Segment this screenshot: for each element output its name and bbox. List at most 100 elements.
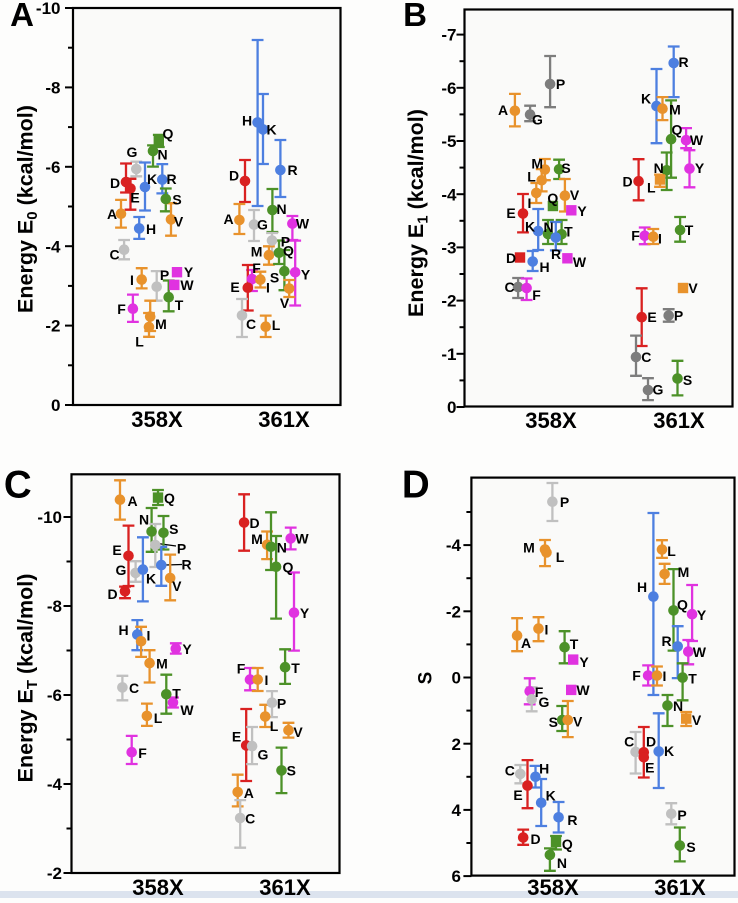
svg-text:A: A	[244, 785, 254, 801]
svg-text:D: D	[249, 515, 259, 531]
svg-text:I: I	[147, 628, 151, 644]
svg-text:K: K	[266, 122, 276, 138]
svg-text:L: L	[135, 334, 144, 350]
svg-text:S: S	[416, 672, 437, 685]
svg-text:E: E	[513, 787, 522, 803]
svg-text:361X: 361X	[258, 407, 310, 432]
svg-text:V: V	[280, 295, 290, 311]
svg-text:K: K	[664, 743, 674, 759]
svg-text:Energy E0 (kcal/mol): Energy E0 (kcal/mol)	[14, 105, 42, 313]
svg-text:F: F	[632, 668, 641, 684]
svg-text:F: F	[535, 684, 544, 700]
svg-text:S: S	[561, 160, 570, 176]
svg-text:-2: -2	[47, 864, 62, 883]
svg-text:W: W	[180, 277, 194, 293]
svg-text:0: 0	[51, 396, 60, 415]
svg-text:M: M	[155, 316, 167, 332]
svg-text:M: M	[678, 564, 690, 580]
svg-text:N: N	[139, 512, 149, 528]
svg-text:F: F	[532, 287, 541, 303]
svg-text:C: C	[504, 279, 514, 295]
svg-text:Q: Q	[562, 836, 573, 852]
svg-text:T: T	[570, 636, 579, 652]
svg-text:P: P	[560, 494, 569, 510]
svg-text:-10: -10	[37, 508, 62, 527]
svg-text:-8: -8	[45, 79, 60, 98]
svg-text:Q: Q	[672, 122, 683, 138]
svg-text:F: F	[138, 745, 147, 761]
svg-text:G: G	[116, 562, 127, 578]
svg-text:S: S	[686, 839, 695, 855]
svg-text:Y: Y	[182, 641, 192, 657]
svg-text:C: C	[624, 734, 634, 750]
svg-text:Q: Q	[163, 126, 174, 142]
svg-text:R: R	[661, 633, 671, 649]
svg-text:D: D	[506, 250, 516, 266]
svg-text:I: I	[545, 622, 549, 638]
svg-text:C: C	[246, 316, 256, 332]
svg-text:L: L	[527, 169, 536, 185]
svg-text:M: M	[251, 244, 263, 260]
svg-text:4: 4	[452, 801, 462, 820]
svg-text:2: 2	[452, 735, 461, 754]
svg-text:0: 0	[447, 398, 456, 417]
svg-text:N: N	[277, 540, 287, 556]
svg-text:C: C	[4, 464, 32, 507]
svg-text:K: K	[147, 171, 157, 187]
svg-text:Q: Q	[283, 559, 294, 575]
svg-text:K: K	[641, 91, 651, 107]
svg-text:V: V	[172, 578, 182, 594]
svg-text:-4: -4	[446, 536, 462, 555]
svg-text:Q: Q	[283, 242, 294, 258]
svg-text:S: S	[549, 714, 558, 730]
svg-text:-6: -6	[45, 158, 60, 177]
svg-text:N: N	[654, 160, 664, 176]
svg-text:R: R	[678, 54, 688, 70]
svg-text:Q: Q	[677, 597, 688, 613]
svg-text:Energy E1 (kcal/mol): Energy E1 (kcal/mol)	[404, 109, 432, 317]
svg-text:D: D	[646, 733, 656, 749]
svg-text:T: T	[564, 224, 573, 240]
svg-text:358X: 358X	[132, 875, 184, 898]
svg-text:C: C	[505, 763, 515, 779]
svg-text:-8: -8	[47, 597, 62, 616]
svg-text:-6: -6	[441, 79, 456, 98]
svg-text:G: G	[653, 382, 664, 398]
svg-text:C: C	[641, 349, 651, 365]
svg-text:V: V	[573, 714, 583, 730]
svg-text:R: R	[551, 246, 561, 262]
svg-text:L: L	[154, 710, 163, 726]
svg-text:361X: 361X	[653, 408, 705, 433]
svg-text:A: A	[521, 635, 531, 651]
svg-text:G: G	[127, 144, 138, 160]
svg-text:P: P	[556, 76, 565, 92]
svg-text:D: D	[622, 174, 632, 190]
svg-text:S: S	[683, 372, 692, 388]
svg-text:B: B	[403, 0, 427, 33]
svg-text:D: D	[107, 586, 117, 602]
svg-text:I: I	[266, 280, 270, 296]
svg-text:F: F	[631, 228, 640, 244]
svg-text:F: F	[252, 260, 261, 276]
svg-text:W: W	[576, 682, 590, 698]
svg-text:M: M	[156, 656, 168, 672]
svg-text:I: I	[663, 668, 667, 684]
svg-text:6: 6	[452, 867, 461, 886]
svg-text:I: I	[130, 272, 134, 288]
svg-text:-4: -4	[45, 237, 61, 256]
svg-text:S: S	[287, 762, 296, 778]
svg-text:Y: Y	[301, 267, 311, 283]
svg-text:H: H	[146, 221, 156, 237]
svg-text:E: E	[130, 190, 139, 206]
svg-text:K: K	[146, 571, 156, 587]
svg-text:F: F	[117, 301, 126, 317]
svg-text:I: I	[658, 231, 662, 247]
svg-text:-6: -6	[47, 686, 62, 705]
svg-text:E: E	[232, 729, 241, 745]
svg-text:-4: -4	[47, 775, 63, 794]
svg-text:M: M	[523, 540, 535, 556]
svg-text:N: N	[673, 698, 683, 714]
svg-text:F: F	[237, 661, 246, 677]
svg-text:-7: -7	[441, 26, 456, 45]
svg-text:-5: -5	[441, 132, 456, 151]
